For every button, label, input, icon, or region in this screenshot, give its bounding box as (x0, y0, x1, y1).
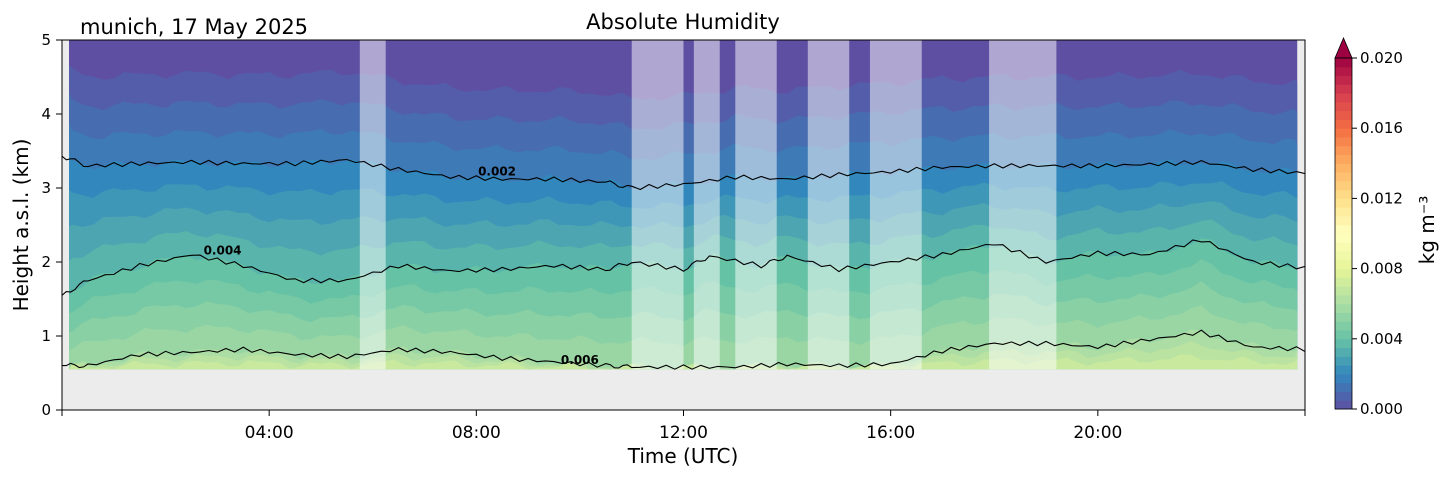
masked-period (807, 40, 850, 370)
x-tick-label: 04:00 (245, 423, 294, 443)
contour-line (62, 329, 1305, 370)
masked-period (693, 40, 720, 370)
chart-title: Absolute Humidity (586, 10, 780, 34)
plot-area: 0.002 0.004 0.006 (62, 40, 1305, 410)
contour-line (62, 155, 1305, 191)
colorbar-extend-arrow (1334, 36, 1353, 59)
masked-period (359, 40, 386, 370)
x-tick-label: 12:00 (659, 423, 708, 443)
y-tick-label: 5 (41, 31, 51, 49)
masked-period (735, 40, 777, 370)
colorbar-label: kg m⁻³ (1415, 196, 1439, 265)
colorbar-tick-label: 0.004 (1360, 330, 1403, 348)
x-axis-label: Time (UTC) (627, 444, 739, 468)
colorbar: 0.000 0.004 0.008 0.012 0.016 0.020 (1334, 36, 1403, 418)
colorbar-tick-label: 0.020 (1360, 49, 1403, 67)
y-tick-label: 0 (41, 401, 51, 419)
contour-label: 0.006 (561, 353, 599, 367)
colorbar-tick-label: 0.000 (1360, 400, 1403, 418)
y-tick-label: 4 (41, 105, 51, 123)
y-tick-label: 3 (41, 179, 51, 197)
colorbar-tick-label: 0.012 (1360, 189, 1403, 207)
chart-subtitle: munich, 17 May 2025 (80, 15, 308, 39)
x-tick-label: 20:00 (1073, 423, 1122, 443)
contour-lines: 0.002 0.004 0.006 (62, 155, 1305, 370)
contour-label: 0.004 (204, 244, 242, 258)
masked-period (631, 40, 684, 370)
x-tick-label: 08:00 (452, 423, 501, 443)
y-axis: 0 1 2 3 4 5 (41, 31, 62, 419)
colorbar-tick-label: 0.008 (1360, 260, 1403, 278)
y-axis-label: Height a.s.l. (km) (9, 139, 33, 312)
colorbar-tick-label: 0.016 (1360, 119, 1403, 137)
y-tick-label: 1 (41, 327, 51, 345)
y-tick-label: 2 (41, 253, 51, 271)
contour-line (62, 239, 1305, 296)
masked-periods (359, 40, 1057, 370)
masked-period (869, 40, 922, 370)
x-tick-label: 16:00 (866, 423, 915, 443)
masked-period (989, 40, 1057, 370)
contour-label: 0.002 (478, 164, 516, 178)
x-axis: 04:00 08:00 12:00 16:00 20:00 (61, 410, 1306, 443)
